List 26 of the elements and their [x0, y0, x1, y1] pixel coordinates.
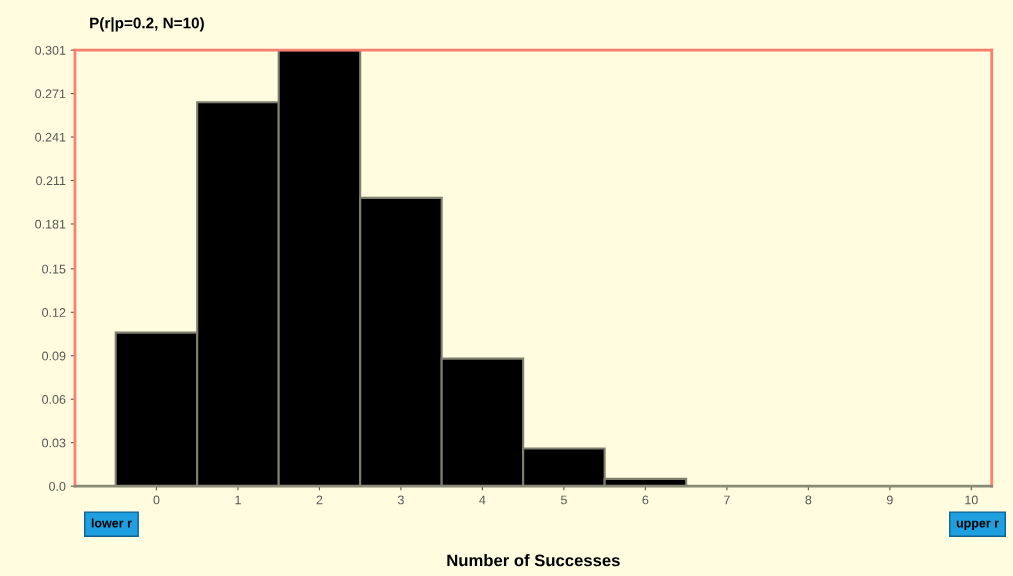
x-tick-label: 9 — [886, 495, 893, 505]
y-tick-label: 0.241 — [35, 132, 66, 142]
x-tick-label: 0 — [153, 495, 160, 505]
y-tick-label: 0.06 — [42, 395, 66, 404]
text: lower r — [91, 518, 132, 528]
text: upper r — [956, 520, 999, 530]
y-tick-label: 0.271 — [35, 89, 66, 99]
y-tick-label: 0.211 — [36, 176, 66, 186]
y-tick-label: 0.09 — [42, 351, 66, 361]
x-axis-title: Number of Successes — [447, 554, 620, 567]
chart-title: P(r|p=0.2, N=10) — [90, 17, 204, 32]
x-tick-label: 10 — [965, 495, 978, 505]
x-tick-label: 2 — [316, 495, 323, 505]
x-tick-label: 5 — [560, 495, 567, 505]
x-tick-label: 4 — [479, 495, 486, 505]
y-tick-label: 0.181 — [35, 219, 66, 229]
x-tick-label: 6 — [642, 495, 649, 505]
x-tick-label: 7 — [724, 495, 730, 505]
x-tick-label: 8 — [805, 495, 812, 505]
y-tick-label: 0.0 — [49, 481, 66, 491]
y-tick-label: 0.12 — [42, 308, 66, 317]
y-tick-label: 0.03 — [42, 438, 66, 448]
x-tick-label: 3 — [397, 495, 404, 505]
y-tick-label: 0.301 — [35, 45, 66, 55]
x-tick-label: 1 — [235, 495, 241, 505]
y-tick-label: 0.15 — [42, 264, 66, 274]
